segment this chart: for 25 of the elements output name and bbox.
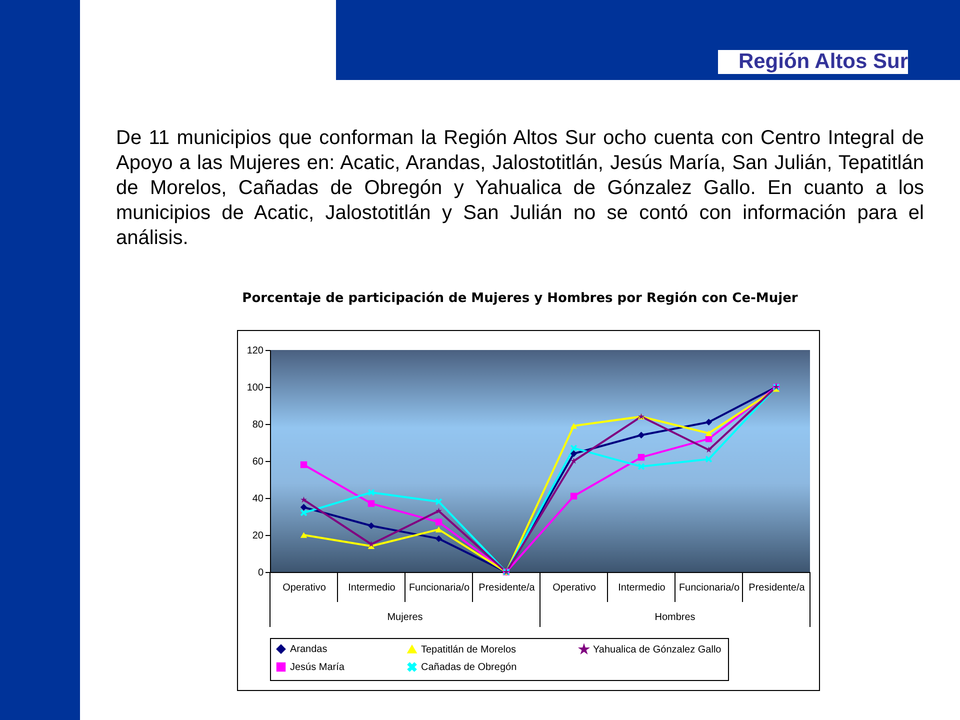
y-tick-label: 60 [252,456,264,468]
x-tick-label: Presidente/a [748,582,806,594]
y-tick-label: 40 [252,494,264,504]
chart-subtitle: De 11 municipios que conforman la Región Altos Sur ocho cuenta con Centro Integral de Apoyo a las Mujeres en: Acatic, Arandas, Jalostotitlán, Jesús María, San Julián, Tepatitlán de Morelos, Cañadas de Obregón y Yahualica de Gónzalez Gallo. En cuanto a los municipios de Acatic, Jalostotitlán y San Julián no se contó con información para el análisis. [116,126,924,251]
legend-label: Cañadas de Obregón [421,662,517,673]
x-tick-label: Operativo [282,582,326,594]
y-tick-label: 20 [252,530,264,542]
x-tick-label: Intermedio [348,582,396,594]
y-tick-label: 100 [246,382,264,394]
chart-title: Región Altos Sur [718,50,908,74]
text: Hombres [654,612,696,623]
legend-label: Yahualica de Gónzalez Gallo [593,644,722,656]
x-tick-label: Funcionaria/o [408,582,470,594]
y-tick-label: 80 [252,420,264,430]
text: Mujeres [387,612,423,623]
y-tick-label: 120 [246,346,264,356]
x-tick-label: Intermedio [618,582,666,594]
legend-label: Tepatitlán de Morelos [421,644,516,656]
legend-label: Jesús María [290,662,345,673]
x-tick-label: Presidente/a [478,582,536,594]
x-tick-label: Operativo [552,582,596,594]
legend-label: Arandas [290,644,328,656]
x-tick-label: Funcionaria/o [678,582,740,594]
y-tick-label: 0 [258,568,264,578]
text: Porcentaje de participación de Mujeres y Hombres por Región con Ce-Mujer [241,291,799,306]
